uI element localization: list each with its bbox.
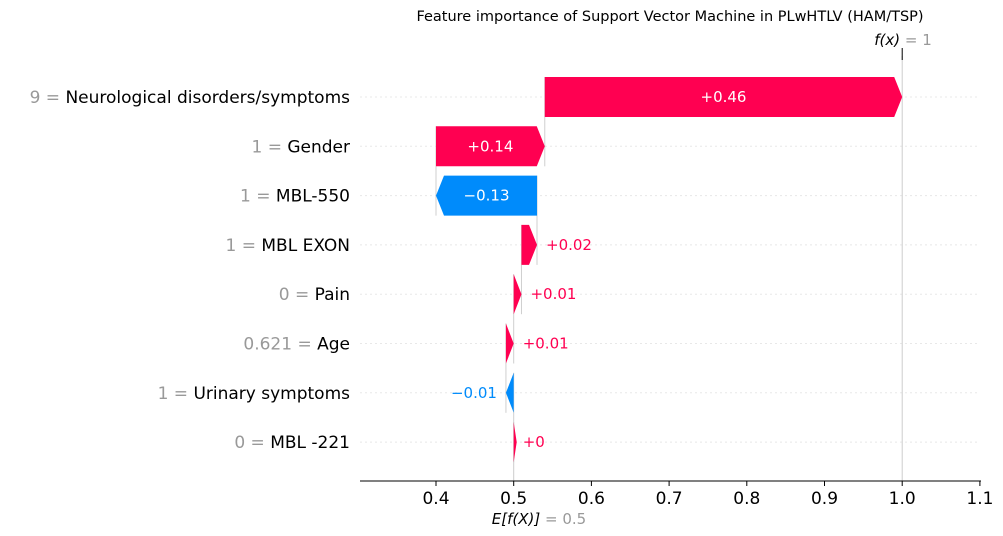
- feature-name: Age: [317, 335, 350, 355]
- feature-name: MBL -221: [270, 433, 350, 453]
- labels-layer: +0.46 9 = Neurological disorders/symptoms…: [30, 88, 747, 453]
- feature-value: 0 =: [234, 433, 270, 453]
- feature-label: 1 = Urinary symptoms: [158, 384, 351, 404]
- feature-name: Pain: [315, 285, 350, 305]
- feature-label: 1 = MBL-550: [240, 187, 350, 207]
- feature-label: 9 = Neurological disorders/symptoms: [30, 88, 351, 108]
- feature-name: MBL EXON: [261, 236, 350, 256]
- base-value-label: E[f(X)]: [492, 510, 541, 528]
- bars-layer: [436, 77, 903, 463]
- x-tick-label: 1.1: [966, 489, 993, 509]
- feature-name: Neurological disorders/symptoms: [65, 88, 350, 108]
- bar-value-label: +0.02: [546, 236, 592, 254]
- x-tick-label: 0.7: [656, 489, 683, 509]
- bar-value-label: +0.01: [530, 285, 576, 303]
- bar-value-label: −0.13: [464, 187, 510, 205]
- output-value-label: f(x): [874, 31, 900, 49]
- feature-label: 0.621 = Age: [243, 335, 350, 355]
- bar: [436, 126, 545, 167]
- x-tick-label: 0.9: [811, 489, 838, 509]
- x-tick-label: 0.8: [733, 489, 760, 509]
- output-value-eq: =: [905, 31, 922, 49]
- bar-value-label: +0.01: [523, 335, 569, 353]
- feature-name: Urinary symptoms: [193, 384, 350, 404]
- feature-label: 0 = MBL -221: [234, 433, 350, 453]
- feature-name: Gender: [287, 137, 350, 157]
- x-tick-label: 1.0: [889, 489, 916, 509]
- bar-value-label: +0: [523, 433, 545, 451]
- bar-value-label: −0.01: [451, 384, 497, 402]
- output-value-annotation: f(x) = 1: [874, 31, 932, 49]
- feature-name: MBL-550: [276, 187, 350, 207]
- feature-value: 1 =: [251, 137, 287, 157]
- feature-label: 1 = Gender: [251, 137, 350, 157]
- feature-value: 9 =: [30, 88, 66, 108]
- chart-title: Feature importance of Support Vector Mac…: [416, 9, 923, 25]
- bar: [505, 323, 514, 364]
- bar: [513, 274, 522, 315]
- bar: [544, 77, 903, 117]
- feature-value: 0.621 =: [243, 335, 317, 355]
- bar: [521, 224, 538, 265]
- feature-value: 1 =: [158, 384, 194, 404]
- x-tick-label: 0.4: [422, 489, 449, 509]
- feature-value: 1 =: [226, 236, 262, 256]
- bar-value-label: +0.14: [467, 137, 513, 155]
- feature-label: 0 = Pain: [279, 285, 350, 305]
- base-value-number: 0.5: [562, 510, 586, 528]
- feature-label: 1 = MBL EXON: [226, 236, 350, 256]
- x-tick-label: 0.5: [500, 489, 527, 509]
- bar: [505, 372, 514, 413]
- base-value-eq: =: [545, 510, 562, 528]
- bar-value-label: +0.46: [701, 88, 747, 106]
- bar: [513, 422, 517, 463]
- x-axis: 0.4 0.5 0.6 0.7 0.8 0.9 1.0 1.1: [360, 480, 993, 509]
- x-tick-label: 0.6: [578, 489, 605, 509]
- feature-value: 0 =: [279, 285, 315, 305]
- base-value-annotation: E[f(X)] = 0.5: [492, 510, 586, 528]
- bar: [436, 175, 538, 216]
- feature-value: 1 =: [240, 187, 276, 207]
- output-value-number: 1: [922, 31, 932, 49]
